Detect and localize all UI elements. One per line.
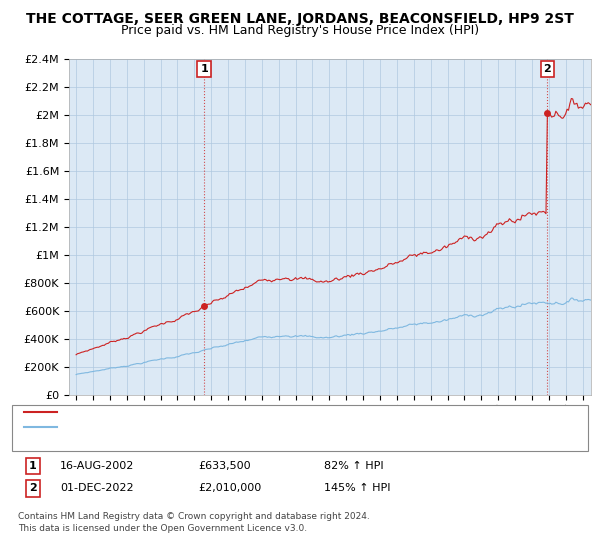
Text: 145% ↑ HPI: 145% ↑ HPI bbox=[324, 483, 391, 493]
Text: Contains HM Land Registry data © Crown copyright and database right 2024.
This d: Contains HM Land Registry data © Crown c… bbox=[18, 512, 370, 533]
Text: THE COTTAGE, SEER GREEN LANE, JORDANS, BEACONSFIELD, HP9 2ST: THE COTTAGE, SEER GREEN LANE, JORDANS, B… bbox=[26, 12, 574, 26]
Text: 82% ↑ HPI: 82% ↑ HPI bbox=[324, 461, 383, 471]
Text: £2,010,000: £2,010,000 bbox=[198, 483, 261, 493]
Text: 01-DEC-2022: 01-DEC-2022 bbox=[60, 483, 134, 493]
Text: 1: 1 bbox=[200, 64, 208, 74]
Text: 16-AUG-2002: 16-AUG-2002 bbox=[60, 461, 134, 471]
Text: 2: 2 bbox=[29, 483, 37, 493]
Text: THE COTTAGE, SEER GREEN LANE, JORDANS, BEACONSFIELD, HP9 2ST (detached house: THE COTTAGE, SEER GREEN LANE, JORDANS, B… bbox=[60, 407, 498, 417]
Text: 1: 1 bbox=[29, 461, 37, 471]
Text: 2: 2 bbox=[544, 64, 551, 74]
Text: £633,500: £633,500 bbox=[198, 461, 251, 471]
Text: HPI: Average price, detached house, Buckinghamshire: HPI: Average price, detached house, Buck… bbox=[60, 422, 331, 432]
Text: Price paid vs. HM Land Registry's House Price Index (HPI): Price paid vs. HM Land Registry's House … bbox=[121, 24, 479, 37]
